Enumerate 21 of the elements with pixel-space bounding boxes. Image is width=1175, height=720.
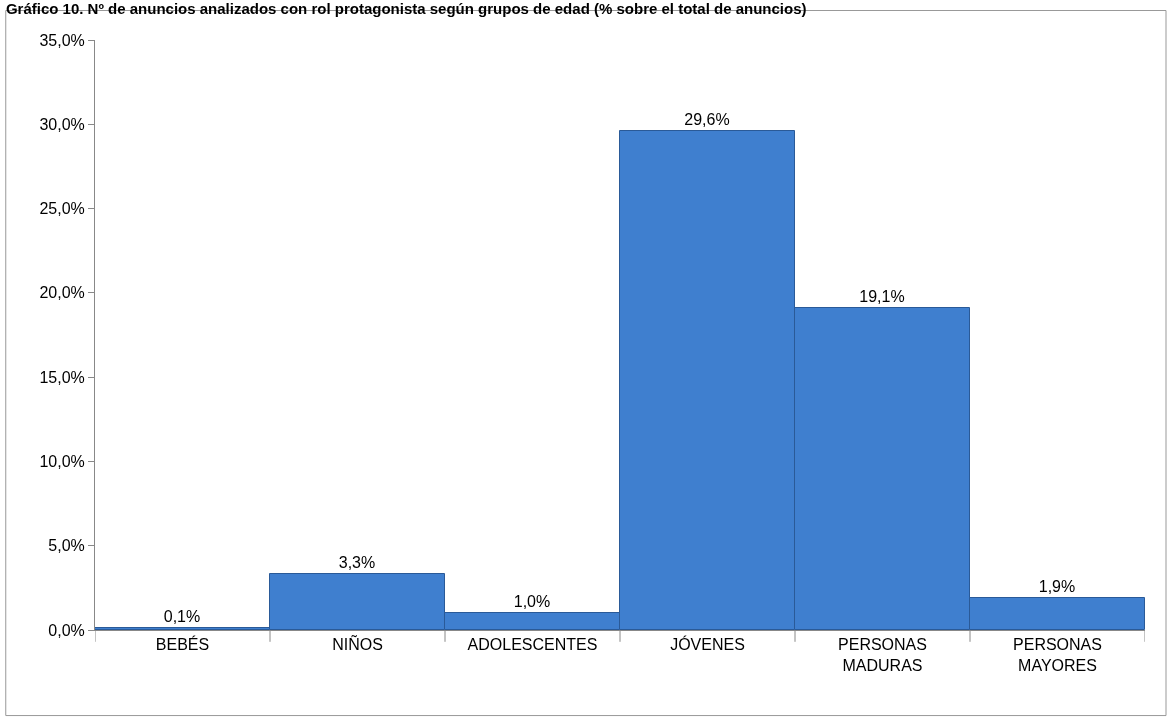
- x-tick-label: ADOLESCENTES: [467, 636, 598, 654]
- chart-title: Gráfico 10. Nº de anuncios analizados con rol protagonista según grupos de edad (% sobre el total de anuncios): [5, 0, 807, 18]
- y-tick-label: 30,0%: [39, 115, 85, 133]
- x-tick-label: JÓVENES: [670, 635, 745, 654]
- y-tick-label: 10,0%: [39, 453, 85, 471]
- y-tick-label: 35,0%: [39, 31, 85, 49]
- y-tick-label: 0,0%: [48, 621, 85, 639]
- data-label: 19,1%: [859, 287, 905, 305]
- data-label: 29,6%: [684, 110, 730, 128]
- data-label: 3,3%: [338, 553, 376, 571]
- data-label: 0,1%: [163, 607, 201, 625]
- y-tick-label: 20,0%: [39, 284, 85, 302]
- x-tick-label: PERSONAS MADURAS: [838, 636, 927, 674]
- data-label: 1,9%: [1038, 577, 1076, 595]
- y-tick-label: 5,0%: [48, 537, 85, 555]
- y-tick-label: 25,0%: [39, 200, 85, 218]
- x-tick-label: PERSONAS MAYORES: [1013, 636, 1102, 674]
- x-tick-label: NIÑOS: [332, 634, 383, 654]
- x-tick-label: BEBÉS: [155, 635, 210, 654]
- y-tick-label: 15,0%: [39, 368, 85, 386]
- data-label: 1,0%: [513, 592, 551, 610]
